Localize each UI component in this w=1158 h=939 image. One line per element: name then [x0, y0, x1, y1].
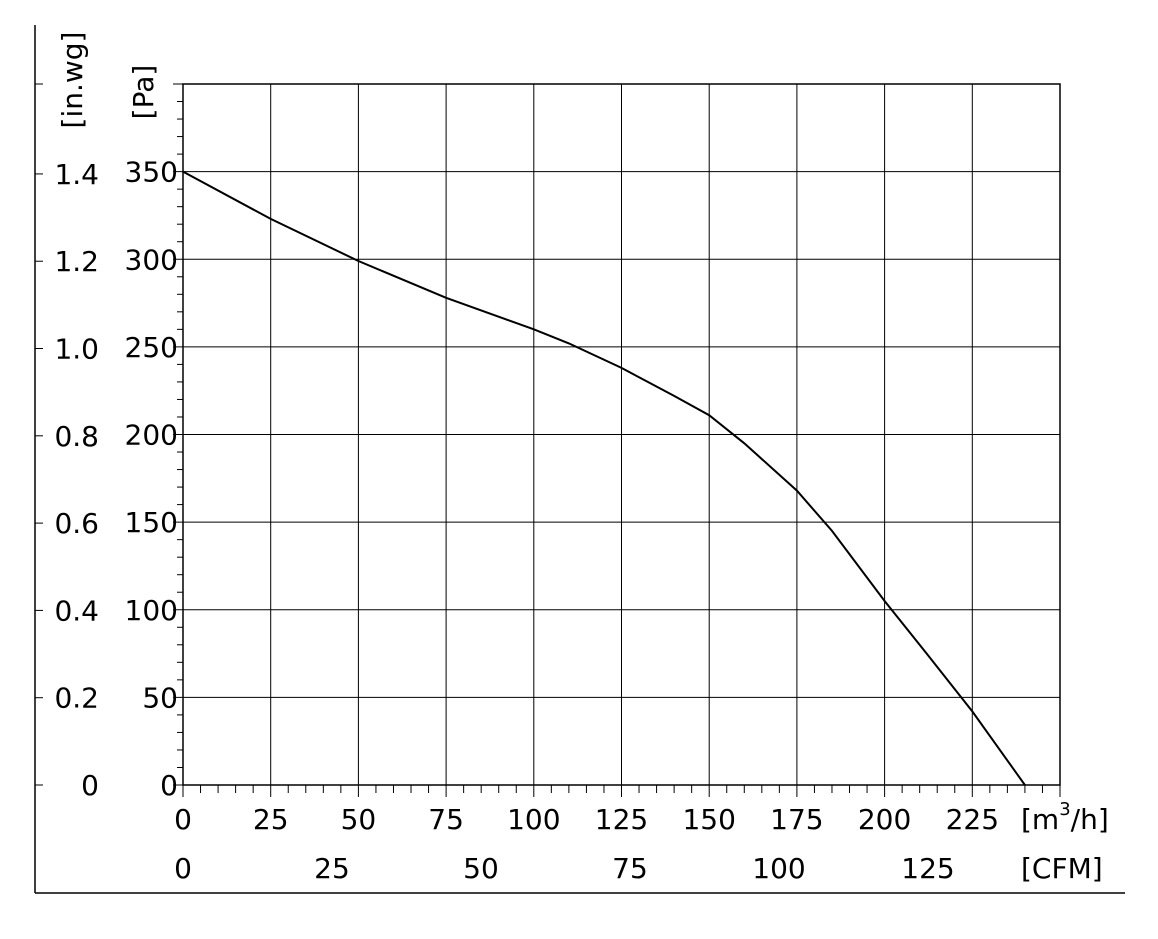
- x-tick-label: 100: [507, 803, 560, 836]
- plot-frame: [182, 83, 1061, 786]
- x-tick-label: 150: [682, 803, 735, 836]
- y-tick-label: 350: [125, 156, 178, 189]
- y-tick-label: 200: [125, 419, 178, 452]
- y2-tick-label: 0.8: [54, 420, 99, 453]
- grid: [183, 84, 1060, 785]
- y2-tick-label: 1.0: [54, 333, 99, 366]
- y-tick-label: 50: [142, 681, 178, 714]
- y-unit-label: [Pa]: [127, 65, 160, 120]
- tick-labels: 05010015020025030035000.20.40.60.81.01.2…: [54, 156, 999, 885]
- x-tick-label: 175: [770, 803, 823, 836]
- y2-tick-label: 0.2: [54, 682, 99, 715]
- x-unit-tail: /h]: [1071, 803, 1109, 836]
- x-tick-label: 125: [595, 803, 648, 836]
- x2-tick-label: 75: [612, 852, 648, 885]
- series: [182, 170, 1026, 786]
- outer-frame: [34, 25, 1125, 894]
- x-tick-label: 50: [341, 803, 377, 836]
- y2-tick-label: 1.2: [54, 245, 99, 278]
- x-unit-label: [m3/h]: [1021, 799, 1109, 836]
- y-tick-label: 0: [160, 769, 178, 802]
- x2-tick-label: 125: [901, 852, 954, 885]
- x2-tick-label: 50: [463, 852, 499, 885]
- y2-tick-label: 1.4: [54, 158, 99, 191]
- x-tick-label: 0: [174, 803, 192, 836]
- y-tick-label: 100: [125, 594, 178, 627]
- x2-tick-label: 25: [314, 852, 350, 885]
- x2-tick-label: 0: [174, 852, 192, 885]
- y2-tick-label: 0: [81, 769, 99, 802]
- y2-tick-label: 0.6: [54, 507, 99, 540]
- x-unit-base: [m: [1021, 803, 1059, 836]
- x2-tick-label: 100: [752, 852, 805, 885]
- x-tick-label: 200: [858, 803, 911, 836]
- minor-ticks: [35, 83, 1061, 797]
- y2-unit-label: [in.wg]: [56, 32, 89, 129]
- y2-tick-label: 0.4: [54, 594, 99, 627]
- x-tick-label: 75: [428, 803, 464, 836]
- pressure-curve: [182, 170, 1026, 786]
- x-tick-label: 25: [253, 803, 289, 836]
- y-tick-label: 300: [125, 243, 178, 276]
- x-unit-superscript: 3: [1059, 799, 1070, 820]
- y-tick-label: 150: [125, 506, 178, 539]
- y-tick-label: 250: [125, 331, 178, 364]
- x2-unit-label: [CFM]: [1021, 852, 1103, 885]
- x-tick-label: 225: [946, 803, 999, 836]
